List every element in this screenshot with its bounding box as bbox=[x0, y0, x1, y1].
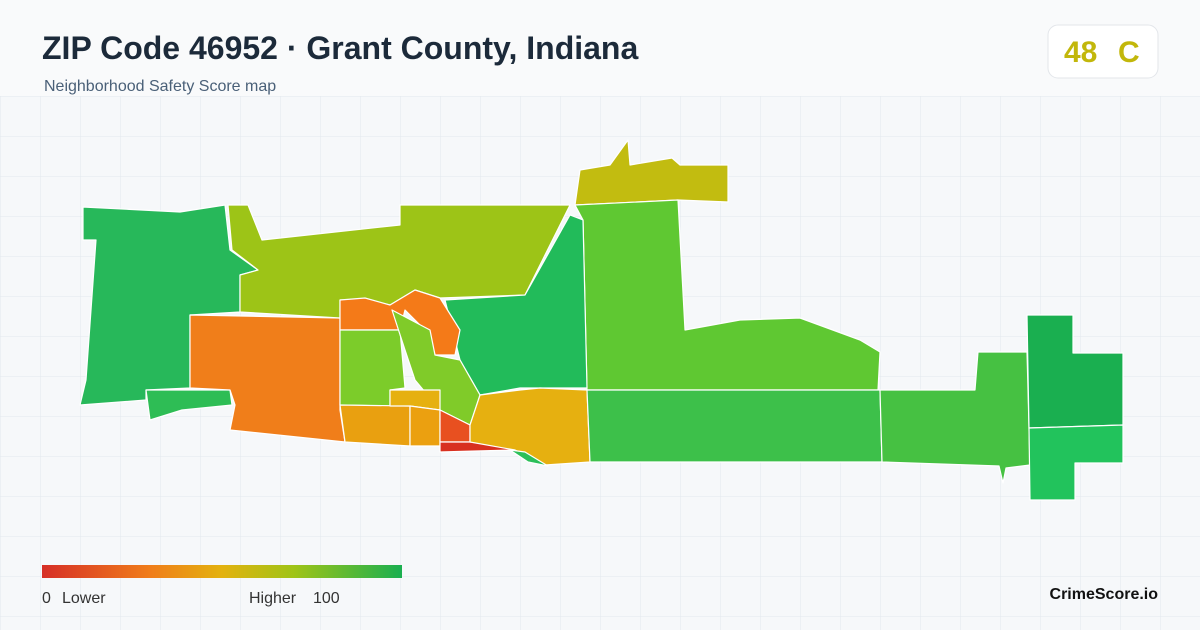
legend-scale bbox=[42, 565, 402, 578]
neighborhood bbox=[509, 449, 549, 467]
score-grade: C bbox=[1118, 36, 1140, 69]
legend-min: 0 bbox=[42, 590, 51, 607]
map bbox=[79, 139, 1124, 501]
brand: CrimeScore.io bbox=[1050, 586, 1159, 603]
header-band bbox=[0, 0, 1200, 96]
score-badge bbox=[1047, 24, 1159, 79]
subtitle: Neighborhood Safety Score map bbox=[44, 78, 276, 95]
neighborhood bbox=[145, 389, 233, 421]
score-value: 48 bbox=[1064, 36, 1097, 69]
legend-min-label: Lower bbox=[62, 590, 106, 607]
legend-max: 100 bbox=[313, 590, 340, 607]
neighborhood bbox=[409, 405, 441, 447]
neighborhood bbox=[586, 389, 883, 463]
neighborhood bbox=[469, 387, 591, 466]
title: ZIP Code 46952 · Grant County, Indiana bbox=[42, 30, 638, 66]
neighborhood bbox=[879, 351, 1031, 484]
neighborhood bbox=[1028, 424, 1124, 501]
neighborhood bbox=[339, 404, 411, 447]
legend-max-label: Higher bbox=[249, 590, 297, 607]
